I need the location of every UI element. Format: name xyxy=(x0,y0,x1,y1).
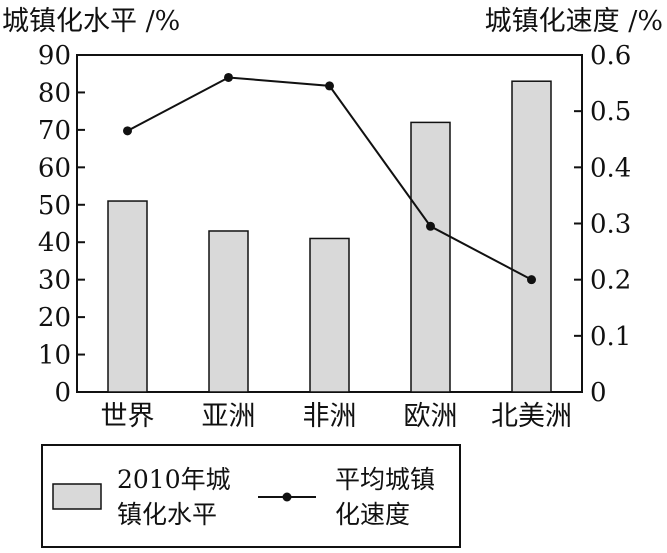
bar-1 xyxy=(107,200,148,393)
y-left-tick-label: 70 xyxy=(38,116,71,146)
legend-bar-swatch xyxy=(52,483,102,510)
speed-point-4 xyxy=(426,221,435,231)
bar-4 xyxy=(410,121,451,393)
legend-line-label-line2: 化速度 xyxy=(335,500,410,529)
y-left-tick-label: 90 xyxy=(38,41,71,71)
speed-point-3 xyxy=(325,81,334,91)
legend-line-marker xyxy=(282,492,292,502)
y-left-tick-label: 50 xyxy=(38,191,71,221)
y-right-tick-label: 0.3 xyxy=(590,210,631,240)
y-left-axis-title: 城镇化水平 /% xyxy=(2,6,180,37)
y-left-tick-label: 40 xyxy=(38,228,71,258)
y-left-tick-label: 10 xyxy=(38,341,71,371)
y-left-tick-label: 80 xyxy=(38,78,71,108)
bar-3 xyxy=(309,237,350,393)
y-right-tick-label: 0 xyxy=(590,378,607,408)
y-left-tick-label: 20 xyxy=(38,303,71,333)
x-tick-label: 欧洲 xyxy=(404,401,458,432)
y-left-axis: 0 10 20 30 40 50 60 70 80 90 xyxy=(38,41,85,408)
y-right-tick-label: 0.2 xyxy=(590,266,631,296)
y-right-axis: 0 0.1 0.2 0.3 0.4 0.5 0.6 xyxy=(574,41,631,408)
legend-line-label-line1: 平均城镇 xyxy=(335,465,435,494)
x-tick-label: 北美洲 xyxy=(491,401,572,432)
speed-point-5 xyxy=(527,275,536,285)
legend-frame xyxy=(41,444,461,548)
y-left-tick-label: 30 xyxy=(38,266,71,296)
bar-5 xyxy=(511,80,552,393)
x-tick-label: 亚洲 xyxy=(202,401,256,432)
x-tick-label: 非洲 xyxy=(303,401,357,432)
line-series xyxy=(123,72,536,285)
y-right-tick-label: 0.4 xyxy=(590,153,631,183)
y-left-tick-label: 60 xyxy=(38,153,71,183)
legend-bar-label-line1: 2010年城 xyxy=(117,465,231,494)
y-left-tick-label: 0 xyxy=(54,378,71,408)
legend: 2010年城 镇化水平 平均城镇 化速度 xyxy=(41,444,461,548)
speed-point-1 xyxy=(123,126,132,136)
y-right-tick-label: 0.1 xyxy=(590,322,631,352)
y-right-tick-label: 0.6 xyxy=(590,41,631,71)
y-right-axis-title: 城镇化速度 /% xyxy=(485,6,663,37)
y-right-tick-label: 0.5 xyxy=(590,97,631,127)
x-tick-label: 世界 xyxy=(101,401,155,432)
bar-series xyxy=(107,80,552,393)
legend-bar-label-line2: 镇化水平 xyxy=(117,500,217,529)
speed-point-2 xyxy=(224,72,233,82)
bar-2 xyxy=(208,230,249,393)
x-axis: 世界 亚洲 非洲 欧洲 北美洲 xyxy=(101,401,573,432)
